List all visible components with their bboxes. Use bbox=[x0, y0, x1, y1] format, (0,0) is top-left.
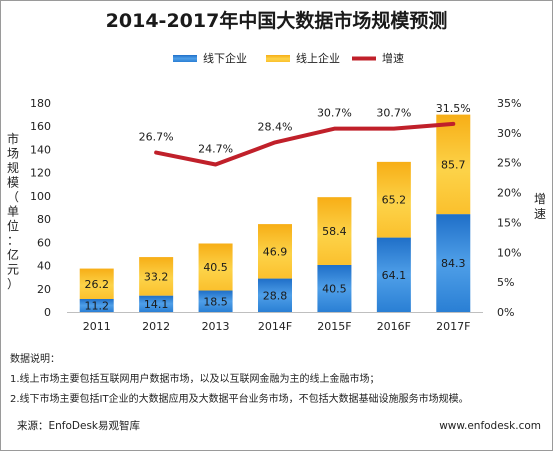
growth-label: 30.7% bbox=[317, 107, 352, 120]
y2-tick-label: 30% bbox=[497, 127, 521, 140]
bar-offline bbox=[436, 214, 471, 312]
source-label: 来源：EnfoDesk易观智库 bbox=[17, 420, 141, 432]
note-item-1: 1.线上市场主要包括互联网用户数据市场，以及以互联网金融为主的线上金融市场； bbox=[10, 374, 380, 385]
bar-label-online: 58.4 bbox=[322, 225, 347, 238]
bar-label-online: 33.2 bbox=[144, 270, 169, 283]
bar-label-offline: 28.8 bbox=[263, 289, 288, 302]
y2-tick-label: 15% bbox=[497, 216, 521, 229]
bar-offline bbox=[139, 295, 174, 312]
growth-label: 26.7% bbox=[139, 131, 174, 144]
chart-svg: 线下企业 线上企业 增速0204060801001201401601800%5%10… bbox=[7, 51, 546, 333]
bar-label-offline: 18.5 bbox=[203, 295, 228, 308]
y2-tick-label: 10% bbox=[497, 246, 521, 259]
legend-label-online: 线上企业 bbox=[296, 51, 340, 65]
website-label: www.enfodesk.com bbox=[439, 420, 541, 432]
bar-online bbox=[79, 268, 114, 299]
growth-label: 31.5% bbox=[436, 102, 471, 115]
y2-tick-label: 0% bbox=[497, 306, 514, 319]
bar-label-offline: 84.3 bbox=[441, 257, 466, 270]
legend-swatch-offline bbox=[173, 55, 197, 62]
bar-offline bbox=[79, 298, 114, 312]
notes-heading: 数据说明： bbox=[10, 354, 60, 365]
chart-title: 2014-2017年中国大数据市场规模预测 bbox=[105, 10, 448, 32]
y-tick-label: 60 bbox=[37, 236, 51, 249]
bar-label-offline: 14.1 bbox=[144, 298, 169, 311]
y-tick-label: 100 bbox=[30, 190, 51, 203]
x-tick-label: 2014F bbox=[258, 320, 292, 333]
bar-label-offline: 11.2 bbox=[84, 299, 109, 312]
y2-tick-label: 20% bbox=[497, 187, 521, 200]
x-tick-label: 2011 bbox=[83, 320, 111, 333]
bar-online bbox=[376, 161, 411, 238]
x-tick-label: 2016F bbox=[377, 320, 411, 333]
bar-online bbox=[139, 257, 174, 296]
x-tick-label: 2013 bbox=[202, 320, 230, 333]
bar-label-online: 65.2 bbox=[382, 194, 407, 207]
bar-label-online: 46.9 bbox=[263, 245, 288, 258]
bar-offline bbox=[317, 264, 352, 312]
y-tick-label: 20 bbox=[37, 283, 51, 296]
bar-label-online: 26.2 bbox=[84, 278, 109, 291]
y-axis-title: 市场规模（单位：亿元） bbox=[7, 131, 19, 291]
y2-tick-label: 35% bbox=[497, 97, 521, 110]
x-tick-label: 2015F bbox=[317, 320, 351, 333]
y2-tick-label: 25% bbox=[497, 157, 521, 170]
bar-online bbox=[198, 243, 233, 291]
y2-tick-label: 5% bbox=[497, 276, 514, 289]
y-tick-label: 80 bbox=[37, 213, 51, 226]
y-tick-label: 0 bbox=[44, 306, 51, 319]
y-tick-label: 180 bbox=[30, 97, 51, 110]
bar-online bbox=[317, 197, 352, 265]
bar-label-online: 40.5 bbox=[203, 261, 228, 274]
x-tick-label: 2017F bbox=[436, 320, 470, 333]
bar-online bbox=[258, 224, 292, 279]
legend-label-offline: 线下企业 bbox=[203, 51, 247, 65]
growth-label: 24.7% bbox=[198, 143, 233, 156]
legend-swatch-online bbox=[266, 55, 290, 62]
y-tick-label: 40 bbox=[37, 260, 51, 273]
growth-label: 30.7% bbox=[376, 107, 411, 120]
bar-online bbox=[436, 114, 471, 215]
bar-label-offline: 64.1 bbox=[382, 269, 407, 282]
growth-label: 28.4% bbox=[258, 120, 293, 133]
data-notes: 数据说明： 1.线上市场主要包括互联网用户数据市场，以及以互联网金融为主的线上金… bbox=[10, 350, 546, 410]
y-tick-label: 120 bbox=[30, 167, 51, 180]
legend-label-growth: 增速 bbox=[382, 51, 404, 65]
bar-offline bbox=[198, 290, 233, 312]
y-tick-label: 160 bbox=[30, 120, 51, 133]
y-tick-label: 140 bbox=[30, 143, 51, 156]
bar-offline bbox=[258, 278, 292, 312]
growth-line bbox=[154, 121, 456, 167]
note-item-2: 2.线下市场主要包括IT企业的大数据应用及大数据平台业务市场，不包括大数据基础设… bbox=[10, 394, 469, 405]
x-tick-label: 2012 bbox=[142, 320, 170, 333]
bar-label-offline: 40.5 bbox=[322, 282, 347, 295]
y2-axis-title: 增速 bbox=[534, 192, 546, 221]
bar-offline bbox=[376, 237, 411, 312]
bar-label-online: 85.7 bbox=[441, 158, 466, 171]
